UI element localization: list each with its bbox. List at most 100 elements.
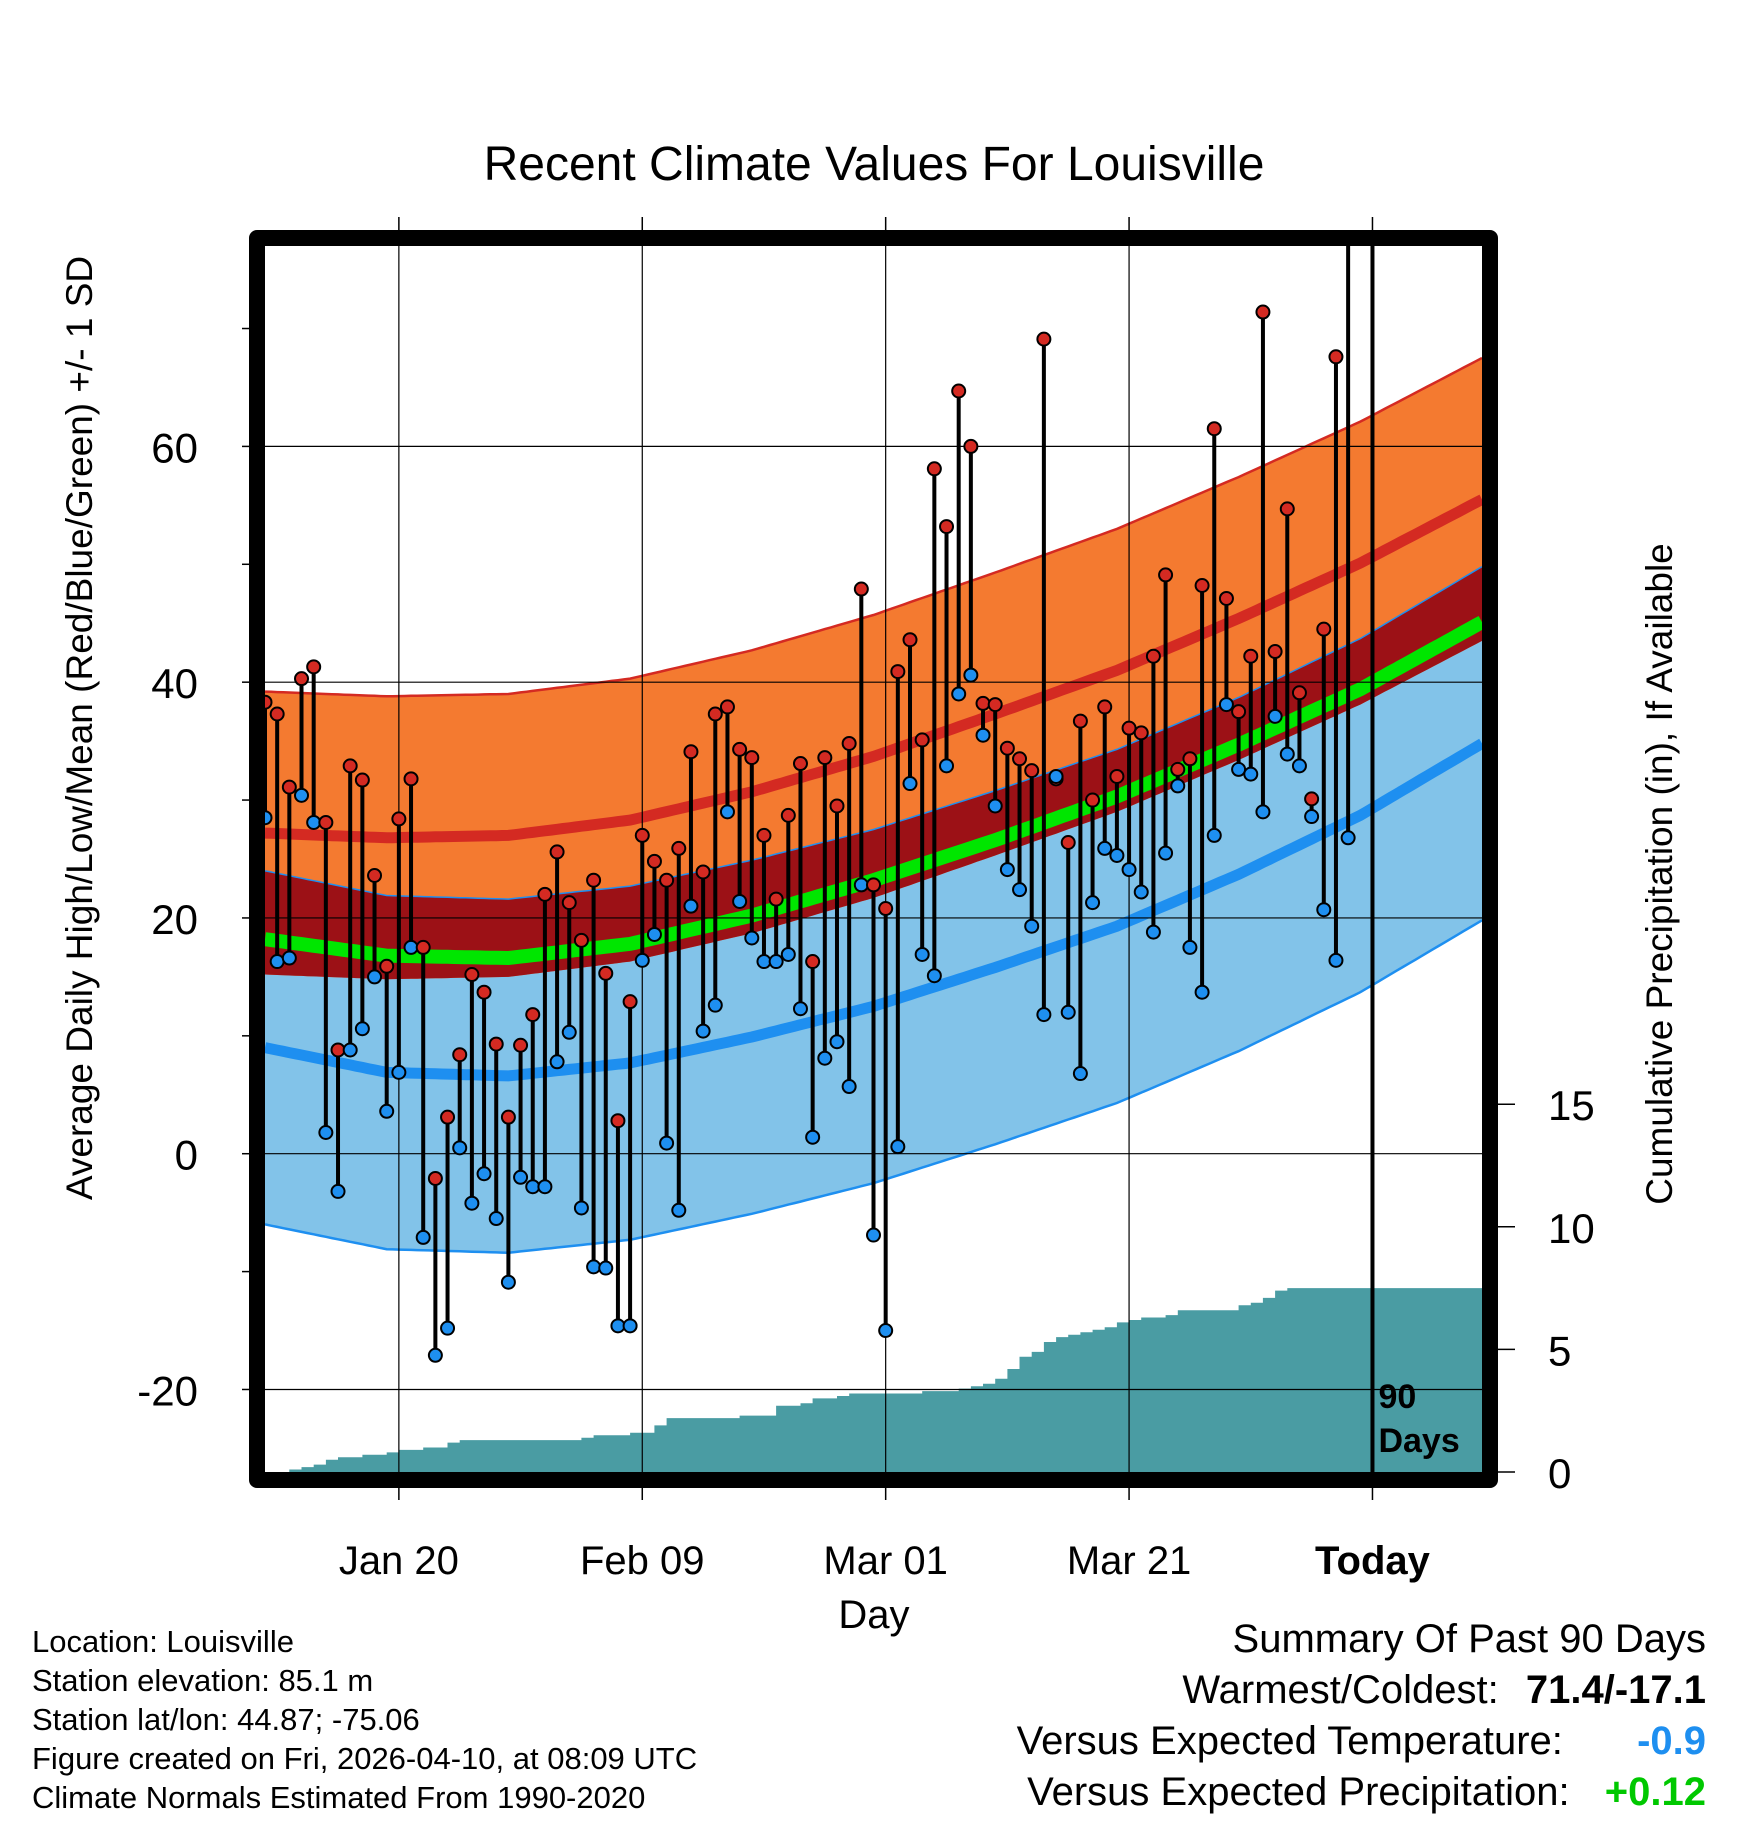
daily-low-point bbox=[573, 1200, 589, 1216]
daily-high-point bbox=[695, 864, 711, 880]
temp-label: Versus Expected Temperature: bbox=[1016, 1719, 1563, 1763]
daily-low-point bbox=[488, 1211, 504, 1227]
daily-low-point bbox=[427, 1347, 443, 1363]
daily-low-point bbox=[500, 1274, 516, 1290]
figure-created: Figure created on Fri, 2026-04-10, at 08… bbox=[32, 1741, 698, 1776]
daily-low-point bbox=[415, 1229, 431, 1245]
daily-low-point bbox=[866, 1227, 881, 1243]
daily-high-point bbox=[342, 758, 358, 774]
y2-tick-label: 15 bbox=[1548, 1082, 1595, 1129]
daily-low-point bbox=[294, 787, 310, 803]
station-latlon: Station lat/lon: 44.87; -75.06 bbox=[32, 1702, 420, 1737]
daily-low-point bbox=[1085, 895, 1101, 911]
daily-low-point bbox=[379, 1103, 395, 1119]
daily-high-point bbox=[464, 967, 480, 983]
daily-low-point bbox=[878, 1323, 894, 1339]
daily-low-point bbox=[269, 954, 285, 970]
summary-precip: Versus Expected Precipitation: +0.12 bbox=[1017, 1767, 1706, 1818]
daily-high-point bbox=[963, 438, 979, 454]
daily-low-point bbox=[586, 1259, 602, 1275]
daily-low-point bbox=[391, 1064, 407, 1080]
daily-low-point bbox=[914, 946, 930, 962]
daily-low-point bbox=[1121, 862, 1137, 878]
daily-low-point bbox=[646, 926, 662, 942]
daily-low-point bbox=[306, 814, 322, 830]
daily-high-point bbox=[561, 895, 577, 911]
x-tick-label: Feb 09 bbox=[580, 1539, 705, 1583]
daily-high-point bbox=[1097, 699, 1113, 715]
daily-high-point bbox=[841, 735, 857, 751]
daily-high-point bbox=[926, 461, 942, 477]
daily-low-point bbox=[1194, 984, 1210, 1000]
low-band-upper-edge bbox=[265, 565, 1482, 900]
daily-low-point bbox=[707, 997, 723, 1013]
daily-high-point bbox=[756, 827, 772, 843]
daily-low-point bbox=[1170, 778, 1186, 794]
daily-high-point bbox=[452, 1047, 468, 1063]
precip-anomaly-value: +0.12 bbox=[1604, 1770, 1706, 1814]
daily-low-point bbox=[975, 727, 991, 743]
daily-high-point bbox=[513, 1037, 529, 1053]
daily-high-point bbox=[999, 740, 1015, 756]
daily-high-point bbox=[1145, 648, 1161, 664]
daily-low-point bbox=[1291, 758, 1307, 774]
daily-high-point bbox=[294, 671, 310, 687]
y2-tick-label: 0 bbox=[1548, 1450, 1571, 1497]
daily-high-point bbox=[768, 891, 784, 907]
daily-low-point bbox=[1267, 708, 1283, 724]
daily-high-point bbox=[829, 798, 845, 814]
daily-low-point bbox=[1048, 768, 1064, 784]
daily-high-point bbox=[732, 741, 748, 757]
y-tick-label: 0 bbox=[175, 1132, 198, 1179]
daily-low-point bbox=[403, 939, 419, 955]
station-location: Location: Louisville bbox=[32, 1624, 294, 1659]
daily-low-point bbox=[999, 862, 1015, 878]
y2-tick-label: 5 bbox=[1548, 1327, 1571, 1374]
daily-high-point bbox=[330, 1042, 346, 1058]
daily-low-point bbox=[744, 930, 760, 946]
daily-low-point bbox=[342, 1042, 358, 1058]
daily-high-point bbox=[1279, 501, 1295, 517]
daily-low-point bbox=[561, 1024, 577, 1040]
daily-low-point bbox=[1243, 766, 1259, 782]
daily-low-point bbox=[330, 1183, 346, 1199]
y2-tick-label: 10 bbox=[1548, 1205, 1595, 1252]
daily-low-point bbox=[719, 804, 735, 820]
daily-high-point bbox=[1342, 0, 1355, 7]
daily-low-point bbox=[537, 1179, 553, 1195]
daily-high-point bbox=[817, 750, 833, 766]
daily-high-point bbox=[878, 901, 894, 917]
precip-area bbox=[265, 1288, 1482, 1472]
daily-low-point bbox=[890, 1139, 906, 1155]
daily-high-point bbox=[440, 1109, 456, 1125]
station-info: Location: Louisville Station elevation: … bbox=[32, 1622, 697, 1817]
daily-high-point bbox=[719, 699, 735, 715]
daily-low-point bbox=[1182, 939, 1198, 955]
climate-normals-note: Climate Normals Estimated From 1990-2020 bbox=[32, 1780, 646, 1815]
daily-low-point bbox=[926, 968, 942, 984]
daily-high-point bbox=[1072, 713, 1088, 729]
daily-high-point bbox=[1158, 567, 1174, 583]
daily-low-point bbox=[318, 1124, 334, 1140]
daily-high-point bbox=[1024, 763, 1040, 779]
daily-high-point bbox=[573, 932, 589, 948]
daily-high-point bbox=[1328, 349, 1344, 365]
daily-high-point bbox=[1133, 725, 1149, 741]
daily-low-point bbox=[1145, 924, 1161, 940]
y-tick-label: 60 bbox=[151, 424, 198, 471]
daily-high-point bbox=[265, 694, 273, 710]
daily-low-point bbox=[732, 893, 748, 909]
daily-low-point bbox=[1218, 697, 1234, 713]
daily-high-point bbox=[1304, 791, 1320, 807]
daily-low-point bbox=[951, 686, 967, 702]
daily-low-point bbox=[440, 1320, 456, 1336]
daily-low-point bbox=[452, 1140, 468, 1156]
daily-low-point bbox=[853, 877, 869, 893]
daily-low-point bbox=[1097, 840, 1113, 856]
daily-high-point bbox=[488, 1036, 504, 1052]
daily-high-point bbox=[1206, 421, 1222, 437]
daily-high-point bbox=[939, 519, 955, 535]
plot-inner bbox=[265, 0, 1482, 1472]
daily-low-point bbox=[1328, 952, 1344, 968]
